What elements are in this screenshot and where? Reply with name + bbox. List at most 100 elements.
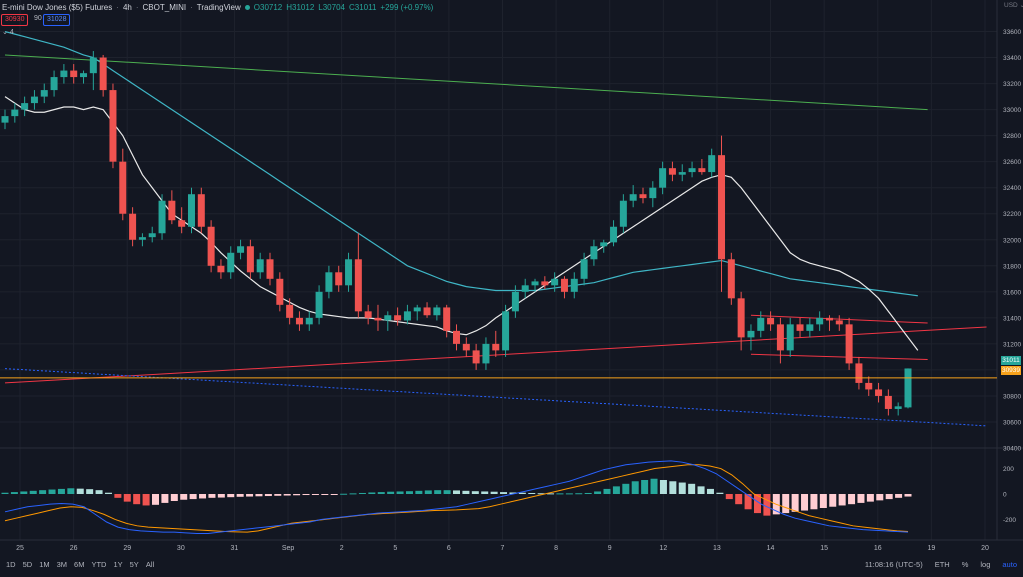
histogram-bar: [142, 494, 150, 506]
candle-body: [11, 109, 19, 117]
symbol-title[interactable]: E-mini Dow Jones ($5) Futures: [2, 2, 113, 12]
histogram-bar: [594, 491, 602, 494]
candle-body: [570, 278, 578, 292]
timeframe-1m[interactable]: 1M: [39, 560, 50, 569]
open-value: O30712: [253, 2, 283, 12]
timeframe-ytd[interactable]: YTD: [91, 560, 107, 569]
signal-line: [4, 464, 909, 533]
histogram-bar: [39, 490, 47, 494]
price-tick-label: 33600: [1003, 29, 1021, 36]
candle-body: [286, 304, 294, 318]
histogram-bar: [443, 490, 451, 494]
candle-body: [472, 350, 480, 364]
candle-body: [384, 315, 392, 321]
histogram-bar: [575, 493, 583, 495]
candle-body: [423, 307, 431, 316]
histogram-bar: [20, 491, 28, 494]
timeframe-all[interactable]: All: [145, 560, 155, 569]
currency-label: USD ⌄: [1004, 2, 1023, 9]
histogram-bar: [368, 492, 376, 494]
candle-body: [590, 246, 598, 260]
time-tick-label: 13: [713, 545, 721, 552]
candle-body: [129, 213, 137, 240]
histogram-bar: [810, 494, 818, 510]
histogram-bar: [500, 492, 508, 494]
candle-body: [354, 259, 362, 312]
time-tick-label: 19: [927, 545, 935, 552]
candle-body: [89, 57, 97, 74]
histogram-bar: [104, 492, 112, 494]
histogram-bar: [528, 492, 536, 494]
histogram-bar: [678, 482, 686, 494]
candle-body: [796, 324, 804, 331]
histogram-bar: [471, 491, 479, 494]
candle-body: [80, 73, 88, 78]
low-value: L30704: [318, 2, 345, 12]
timeframe-5d[interactable]: 5D: [22, 560, 33, 569]
candle-body: [256, 259, 264, 273]
histogram-bar: [396, 491, 404, 494]
candle-body: [335, 272, 343, 286]
percent-toggle[interactable]: %: [961, 560, 969, 569]
candle-body: [178, 220, 186, 227]
timeframe-buttons: 1D 5D 1M 3M 6M YTD 1Y 5Y All: [6, 560, 154, 569]
candles: [1, 51, 912, 416]
price-tick-label: 30600: [1003, 419, 1021, 426]
histogram-bar: [641, 480, 649, 494]
histogram-bar: [876, 494, 884, 501]
candle-body: [727, 259, 735, 299]
histogram-bar: [217, 494, 225, 498]
price-tick-label: 31600: [1003, 289, 1021, 296]
histogram-bar: [763, 494, 771, 516]
histogram-bar: [848, 494, 856, 505]
histogram-bar: [189, 494, 197, 500]
log-toggle[interactable]: log: [980, 560, 991, 569]
time-tick-label: 25: [16, 545, 24, 552]
clock-label[interactable]: 11:08:16 (UTC-5): [864, 560, 923, 569]
time-tick-label: 16: [874, 545, 882, 552]
histogram-bar: [481, 491, 489, 494]
histogram-bar: [255, 494, 263, 497]
price-tick-label: 32200: [1003, 211, 1021, 218]
timeframe-5y[interactable]: 5Y: [129, 560, 139, 569]
moving-average-fast: [4, 96, 919, 351]
candle-body: [737, 298, 745, 338]
histogram-bar: [547, 493, 555, 495]
histogram-bar: [152, 494, 159, 505]
histogram-bar: [622, 483, 630, 494]
session-button[interactable]: ETH: [934, 560, 950, 569]
histogram-bar: [293, 494, 301, 496]
candle-body: [30, 96, 38, 104]
candle-body: [109, 90, 117, 162]
histogram-bar: [199, 494, 207, 499]
candle-body: [217, 265, 225, 273]
indicator-count: 4: [9, 29, 14, 36]
candle-body: [560, 278, 568, 292]
order-quantity[interactable]: 90: [34, 15, 42, 22]
timeframe-1y[interactable]: 1Y: [113, 560, 123, 569]
price-tick-label: 33400: [1003, 55, 1021, 62]
time-tick-label: 26: [70, 545, 78, 552]
timeframe-6m[interactable]: 6M: [74, 560, 85, 569]
interval-label[interactable]: 4h: [122, 2, 132, 12]
indicators-toggle[interactable]: ⌄ 4: [2, 28, 14, 36]
price-tick-label: 32000: [1003, 237, 1021, 244]
time-tick-label: 9: [608, 545, 612, 552]
price-tick-label: 33200: [1003, 81, 1021, 88]
candle-body: [50, 77, 58, 91]
timeframe-1d[interactable]: 1D: [6, 560, 16, 569]
candle-body: [295, 317, 303, 325]
sell-price-button[interactable]: 30930: [1, 14, 29, 26]
auto-scale-toggle[interactable]: auto: [1002, 560, 1017, 569]
histogram-bar: [801, 494, 809, 511]
candle-body: [148, 233, 156, 238]
timeframe-3m[interactable]: 3M: [56, 560, 68, 569]
bottom-toolbar: 1D 5D 1M 3M 6M YTD 1Y 5Y All 11:08:16 (UTC-5) ET…: [0, 557, 1023, 572]
candle-body: [70, 70, 78, 78]
histogram-bar: [274, 494, 282, 496]
candle-body: [875, 389, 883, 396]
buy-price-button[interactable]: 31028: [43, 14, 71, 26]
candle-body: [678, 172, 686, 175]
